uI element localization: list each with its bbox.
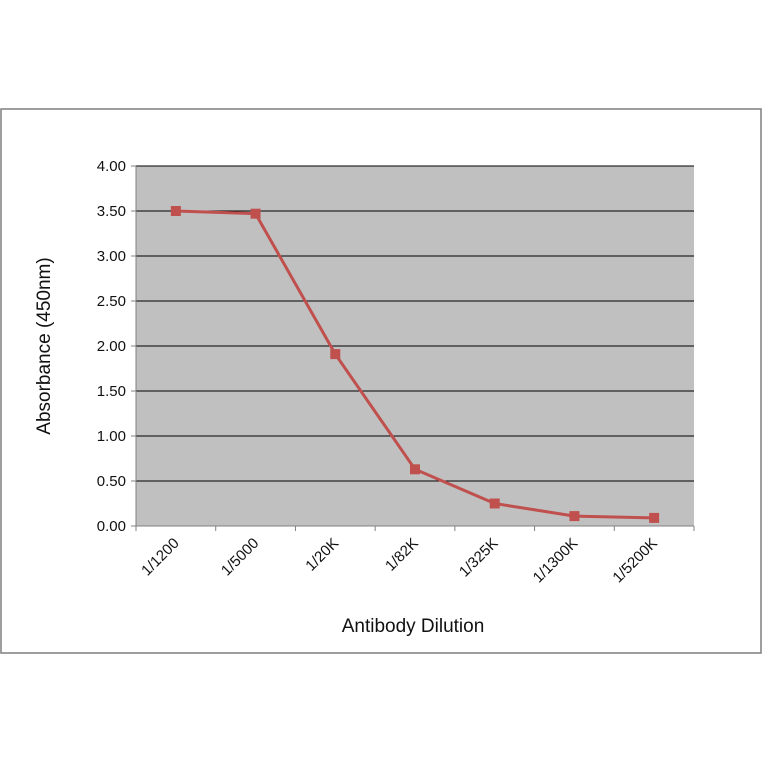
y-axis-title: Absorbance (450nm)	[34, 257, 55, 434]
y-tick-label: 0.00	[97, 518, 126, 535]
data-point	[330, 349, 341, 360]
x-axis-title: Antibody Dilution	[342, 616, 485, 637]
data-point	[489, 498, 500, 509]
y-tick-label: 1.50	[97, 383, 126, 400]
series-layer	[170, 206, 660, 523]
y-tick-label: 2.50	[97, 293, 126, 310]
data-point	[649, 512, 660, 523]
y-axis-ticks: 0.00 0.50 1.00 1.50 2.00 2.50 3.00 3.50 4.00	[97, 158, 136, 535]
data-point	[410, 464, 420, 475]
y-tick-label: 3.50	[97, 203, 126, 220]
data-point	[170, 206, 181, 216]
y-tick-label: 0.50	[97, 473, 126, 490]
data-point	[569, 511, 580, 522]
gridlines	[136, 165, 694, 482]
y-tick-label: 3.00	[97, 248, 126, 265]
y-tick-label: 2.00	[97, 338, 126, 355]
y-tick-label: 4.00	[97, 158, 126, 175]
data-point	[250, 208, 261, 219]
y-tick-label: 1.00	[97, 428, 126, 445]
